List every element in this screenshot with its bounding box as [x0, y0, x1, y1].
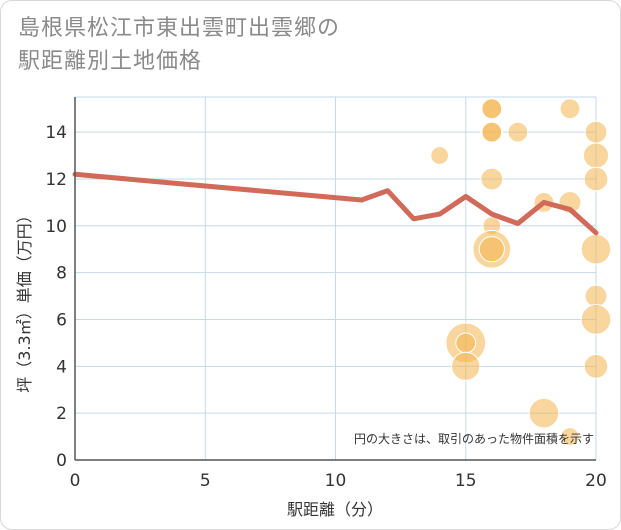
- tick-labels: 0 5 10 15 20 0 2 4 6 8 10 12 14: [45, 123, 606, 491]
- y-tick-label: 14: [45, 123, 67, 143]
- x-axis-label: 駅距離（分）: [287, 500, 383, 519]
- x-tick-label: 10: [325, 471, 347, 491]
- data-bubble: [559, 98, 581, 120]
- data-bubble: [455, 332, 477, 354]
- data-bubble: [582, 142, 610, 169]
- data-bubble: [481, 121, 503, 143]
- axes: [74, 97, 596, 461]
- gridlines: [75, 96, 597, 460]
- trend-line: [72, 171, 599, 236]
- y-tick-label: 6: [56, 310, 67, 330]
- y-tick-label: 12: [45, 170, 67, 190]
- data-bubble: [584, 284, 608, 308]
- x-tick-label: 20: [585, 471, 607, 491]
- data-bubble: [580, 304, 612, 335]
- data-bubble: [583, 354, 609, 379]
- y-tick-label: 2: [56, 404, 67, 424]
- chart-title-line2: 駅距離別土地価格: [18, 49, 203, 74]
- data-bubble: [584, 120, 608, 144]
- y-tick-label: 8: [56, 264, 67, 284]
- data-bubble: [430, 146, 450, 165]
- data-bubble: [481, 98, 503, 120]
- data-bubble: [478, 236, 505, 263]
- chart-title: 島根県松江市東出雲町出雲郷の 駅距離別土地価格: [18, 12, 340, 78]
- trend-line-layer: [72, 171, 599, 236]
- bubble-size-note: 円の大きさは、取引のあった物件面積を示す: [354, 431, 594, 446]
- x-tick-label: 0: [70, 471, 81, 491]
- data-bubble: [451, 351, 481, 381]
- data-bubble: [583, 166, 609, 192]
- data-bubble: [507, 121, 529, 143]
- data-bubble: [560, 427, 580, 446]
- data-bubble: [528, 397, 560, 429]
- y-tick-label: 4: [56, 357, 67, 377]
- x-tick-label: 15: [455, 471, 477, 491]
- data-bubble: [480, 167, 504, 191]
- y-tick-label: 10: [45, 217, 67, 237]
- x-tick-label: 5: [200, 471, 211, 491]
- data-bubble: [580, 233, 612, 265]
- y-axis-label: 坪（3.3㎡）単価（万円）: [15, 207, 34, 392]
- bubble-layer: [430, 97, 612, 446]
- y-tick-label: 0: [56, 451, 67, 471]
- chart-title-line1: 島根県松江市東出雲町出雲郷の: [18, 16, 341, 41]
